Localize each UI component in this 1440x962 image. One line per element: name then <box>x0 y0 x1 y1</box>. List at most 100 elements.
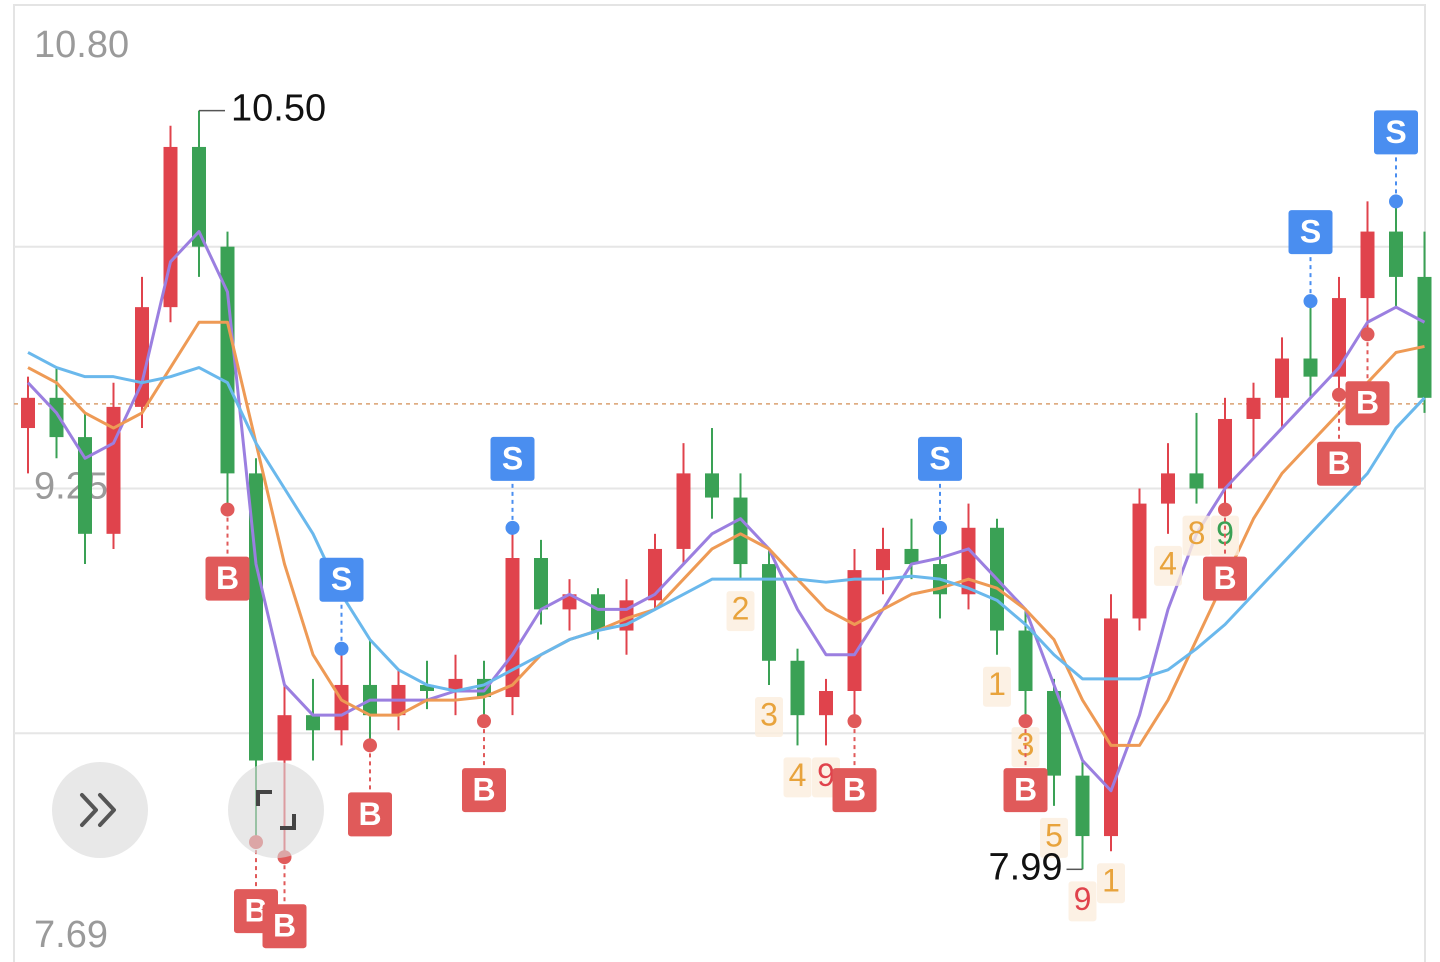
signal-box <box>348 792 392 837</box>
signal-box <box>262 904 307 949</box>
fullscreen-button[interactable] <box>228 762 324 858</box>
signal-label: S <box>929 440 950 476</box>
td-count: 9 <box>1074 881 1092 917</box>
candle-body <box>78 437 92 534</box>
candle-body <box>1303 358 1318 377</box>
moving-average-line <box>27 351 1426 693</box>
td-count: 1 <box>1102 863 1120 899</box>
signal-dot <box>1218 502 1232 517</box>
td-count-bg <box>726 591 755 632</box>
candle-body <box>220 246 235 474</box>
candle-body <box>1417 276 1432 398</box>
td-count: 3 <box>760 696 778 732</box>
candle-body <box>591 594 605 631</box>
signal-label: B <box>1356 385 1379 421</box>
signal-dot <box>505 520 520 535</box>
signal-label: B <box>843 772 866 808</box>
signal-box <box>918 436 962 481</box>
signal-dot <box>1303 294 1318 309</box>
signal-label: B <box>472 772 495 808</box>
candle-body <box>1075 775 1090 837</box>
candle-body <box>249 473 263 761</box>
td-count-bg <box>1040 817 1068 858</box>
td-count-bg <box>783 757 812 798</box>
td-count: 9 <box>817 757 835 793</box>
td-count: 4 <box>1159 545 1177 581</box>
low-mark-label: 7.99 <box>989 846 1063 888</box>
candle-body <box>1018 630 1033 691</box>
td-count: 2 <box>732 591 750 627</box>
td-count: 8 <box>1188 515 1206 551</box>
signal-label: S <box>1385 114 1406 150</box>
signal-dot <box>1389 194 1403 209</box>
signal-box <box>1345 381 1390 426</box>
y-tick-label: 9.25 <box>34 466 108 508</box>
signal-box <box>1288 210 1333 255</box>
signal-box <box>1317 441 1361 486</box>
td-count-bg <box>1182 515 1211 556</box>
candle-body <box>790 660 805 716</box>
signal-box <box>205 556 250 601</box>
signal-box <box>319 557 364 602</box>
td-count: 4 <box>789 757 807 793</box>
signal-dot <box>1018 714 1033 729</box>
signal-label: B <box>1327 445 1350 481</box>
candle-body <box>1389 231 1403 277</box>
td-count-bg <box>983 666 1011 707</box>
candle-body <box>534 558 548 610</box>
signal-box <box>462 768 506 813</box>
td-count: 1 <box>988 666 1006 702</box>
candle-body <box>1275 358 1289 398</box>
y-tick-label: 7.69 <box>34 914 108 956</box>
moving-average-line <box>26 230 1426 793</box>
frame <box>13 4 1426 962</box>
td-count-bg <box>1097 863 1125 904</box>
candle-body <box>876 548 890 571</box>
signal-dot <box>1360 327 1375 342</box>
signal-dot <box>847 714 862 729</box>
candle-body <box>1104 618 1118 837</box>
expand-icon <box>80 793 116 827</box>
candle-body <box>648 548 662 601</box>
expand-button[interactable] <box>52 762 148 858</box>
signal-dot <box>220 502 235 517</box>
signal-label: B <box>273 908 296 944</box>
signal-box <box>1203 556 1247 601</box>
candle-body <box>21 397 35 429</box>
signal-label: B <box>244 893 267 929</box>
candle-body <box>733 497 748 565</box>
candle-body <box>505 558 520 698</box>
candle-body <box>1332 298 1346 377</box>
candle-body <box>277 715 292 761</box>
signal-label: S <box>331 561 352 597</box>
candle-body <box>562 594 577 610</box>
candle-body <box>904 548 919 565</box>
candle-body <box>676 473 691 549</box>
td-count-bg <box>1068 881 1097 922</box>
y-tick-label: 10.80 <box>34 24 129 66</box>
candle-body <box>1132 503 1147 619</box>
candle-body <box>49 397 64 438</box>
td-count-bg <box>1154 545 1182 586</box>
signal-label: S <box>1300 214 1321 250</box>
signal-box <box>1374 110 1418 155</box>
candle-body <box>1189 473 1204 489</box>
signal-box <box>1003 768 1048 813</box>
signal-label: B <box>358 796 381 832</box>
candle-body <box>762 564 776 661</box>
candle-body <box>420 684 434 691</box>
signal-label: B <box>1213 560 1236 596</box>
td-count: 9 <box>1216 515 1234 551</box>
candle-body <box>1047 690 1061 776</box>
signal-box <box>490 436 535 481</box>
candle-body <box>705 473 719 498</box>
candle-body <box>192 146 206 247</box>
td-count: 5 <box>1045 817 1063 853</box>
candle-body <box>961 527 976 595</box>
signal-dot <box>933 520 947 535</box>
controls <box>52 762 324 858</box>
fullscreen-button-bg <box>228 762 324 858</box>
candle-body <box>847 570 862 691</box>
candle-body <box>819 690 833 716</box>
